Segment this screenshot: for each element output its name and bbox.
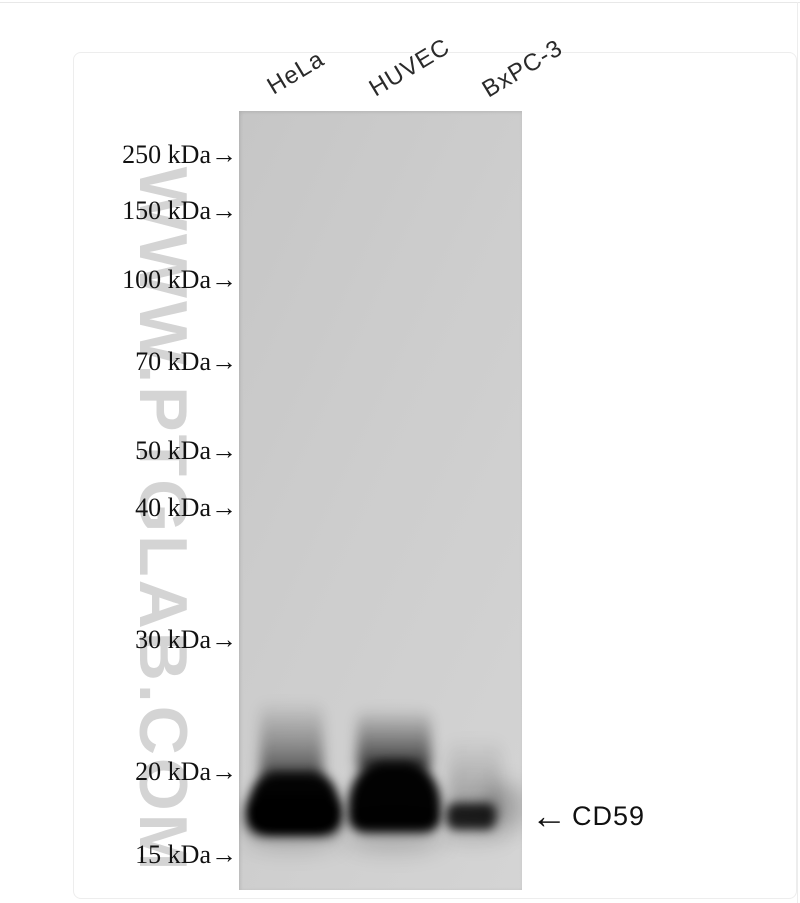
mw-marker-250kda: 250 kDa→ bbox=[122, 140, 237, 169]
mw-marker-15kda: 15 kDa→ bbox=[135, 840, 237, 869]
mw-marker-150kda: 150 kDa→ bbox=[122, 196, 237, 225]
band-annotation: ← CD59 bbox=[531, 797, 645, 835]
mw-marker-100kda: 100 kDa→ bbox=[122, 265, 237, 294]
band-huvec-core bbox=[348, 761, 441, 833]
mw-marker-50kda: 50 kDa→ bbox=[135, 436, 237, 465]
mw-marker-20kda: 20 kDa→ bbox=[135, 757, 237, 786]
page-right-border bbox=[797, 2, 798, 903]
band-hela-core-low bbox=[246, 795, 342, 835]
band-hela-halo bbox=[245, 825, 341, 849]
left-arrow-icon: ← bbox=[531, 795, 567, 836]
band-annotation-label: CD59 bbox=[572, 800, 646, 831]
page-top-border bbox=[0, 2, 800, 3]
mw-marker-30kda: 30 kDa→ bbox=[135, 625, 237, 654]
band-bxpc3-core bbox=[446, 803, 496, 830]
band-bxpc3-halo bbox=[441, 825, 507, 843]
band-hela-smear bbox=[260, 701, 323, 785]
band-huvec-halo bbox=[345, 827, 443, 851]
mw-marker-70kda: 70 kDa→ bbox=[135, 347, 237, 376]
mw-marker-40kda: 40 kDa→ bbox=[135, 493, 237, 522]
blot-membrane bbox=[239, 111, 522, 890]
